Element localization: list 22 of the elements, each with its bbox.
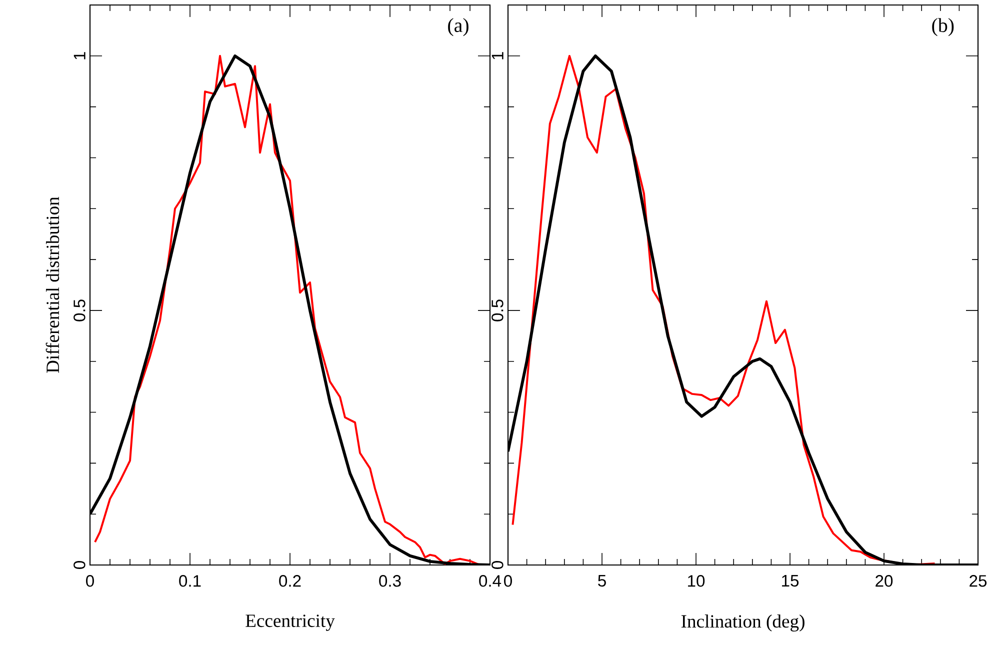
y-tick-label: 0.5 (492, 300, 504, 322)
annotation: (b) (932, 18, 954, 36)
x-tick-label: 0 (86, 575, 94, 587)
x-tick-label: 0.1 (179, 575, 201, 587)
annotation: (a) (448, 18, 468, 36)
y-tick-label: 1 (492, 52, 504, 60)
x-tick-label: 0.4 (479, 575, 502, 587)
x-tick-label: 0.2 (279, 575, 301, 587)
x-tick-label: 15 (782, 575, 799, 587)
x-axis-title: Inclination (deg) (681, 614, 804, 632)
y-tick-label: 1 (74, 52, 86, 60)
y-tick-label: 0 (492, 561, 504, 569)
x-axis-title: Eccentricity (246, 614, 335, 631)
y-tick-label: 0.5 (74, 300, 86, 322)
y-axis-title: Differential distribution (46, 196, 60, 373)
x-tick-label: 20 (876, 575, 893, 587)
x-tick-label: 25 (970, 575, 987, 587)
y-tick-label: 0 (74, 561, 86, 569)
x-tick-label: 0.3 (379, 575, 401, 587)
x-tick-label: 10 (688, 575, 705, 587)
x-tick-label: 0 (504, 575, 512, 587)
x-tick-label: 5 (598, 575, 606, 587)
